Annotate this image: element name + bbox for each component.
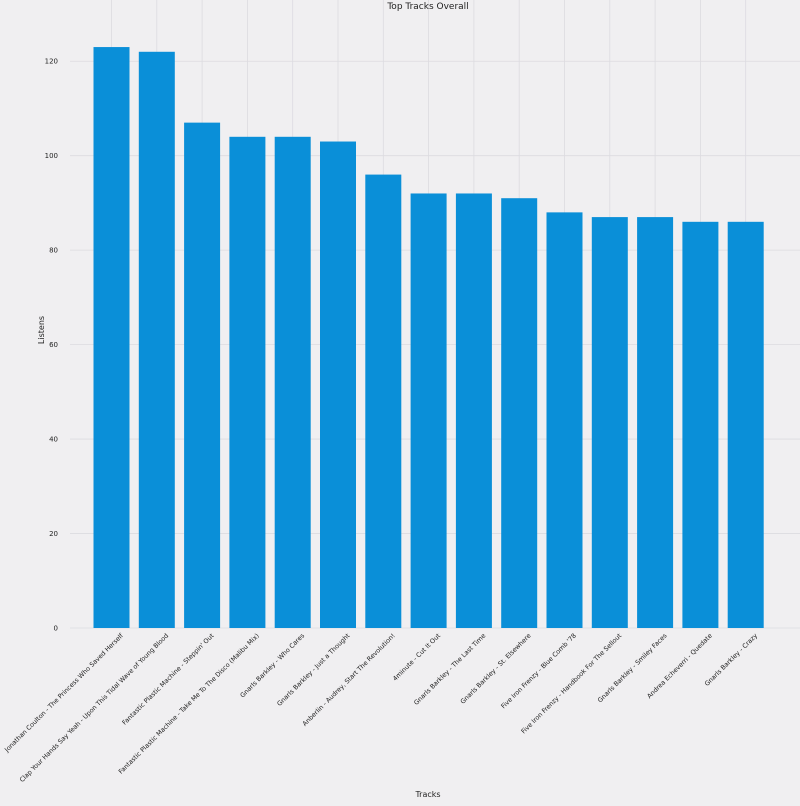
x-axis-label: Tracks: [414, 790, 440, 799]
x-tick-layer: Jonathan Coulton - The Princess Who Save…: [2, 631, 759, 784]
y-tick-label: 120: [45, 58, 58, 66]
bar: [501, 198, 538, 628]
x-tick-label: Anberlin - Audrey, Start The Revolution!: [301, 632, 397, 728]
bar: [93, 47, 130, 629]
bar: [138, 51, 175, 629]
x-tick-label: Five Iron Frenzy - Handbook For The Sell…: [520, 631, 624, 735]
y-tick-layer: 0 20 40 60 80 100 120: [45, 58, 58, 633]
bar: [184, 122, 221, 628]
x-tick-label: Gnarls Barkley - Just a Thought: [275, 631, 351, 707]
y-tick-label: 80: [49, 247, 58, 255]
bar: [274, 136, 311, 629]
bar-layer: [93, 47, 764, 629]
bar: [410, 193, 447, 628]
y-tick-label: 20: [49, 530, 58, 538]
bar: [546, 212, 583, 628]
y-tick-label: 60: [49, 341, 58, 349]
y-tick-label: 0: [54, 625, 58, 633]
bar: [229, 136, 266, 629]
y-axis-label: Listens: [37, 316, 46, 344]
x-tick-label: Gnarls Barkley - The Last Time: [412, 632, 487, 707]
bar: [455, 193, 492, 628]
x-tick-label: 4minute - Cut It Out: [391, 631, 442, 682]
bar: [682, 221, 719, 629]
x-tick-label: Five Iron Frenzy - Blue Comb '78: [499, 632, 578, 711]
bar: [637, 217, 674, 629]
bar: [591, 217, 628, 629]
bar: [727, 221, 764, 629]
x-tick-label: Fantastic Plastic Machine - Steppin' Out: [121, 631, 216, 726]
chart-title: Top Tracks Overall: [386, 2, 468, 12]
y-tick-label: 40: [49, 436, 58, 444]
y-tick-label: 100: [45, 152, 58, 160]
x-tick-label: Clap Your Hands Say Yeah - Upon This Tid…: [18, 632, 170, 784]
x-tick-label: Gnarls Barkley - Crazy: [703, 632, 759, 688]
bar: [365, 174, 402, 629]
bar: [320, 141, 356, 628]
